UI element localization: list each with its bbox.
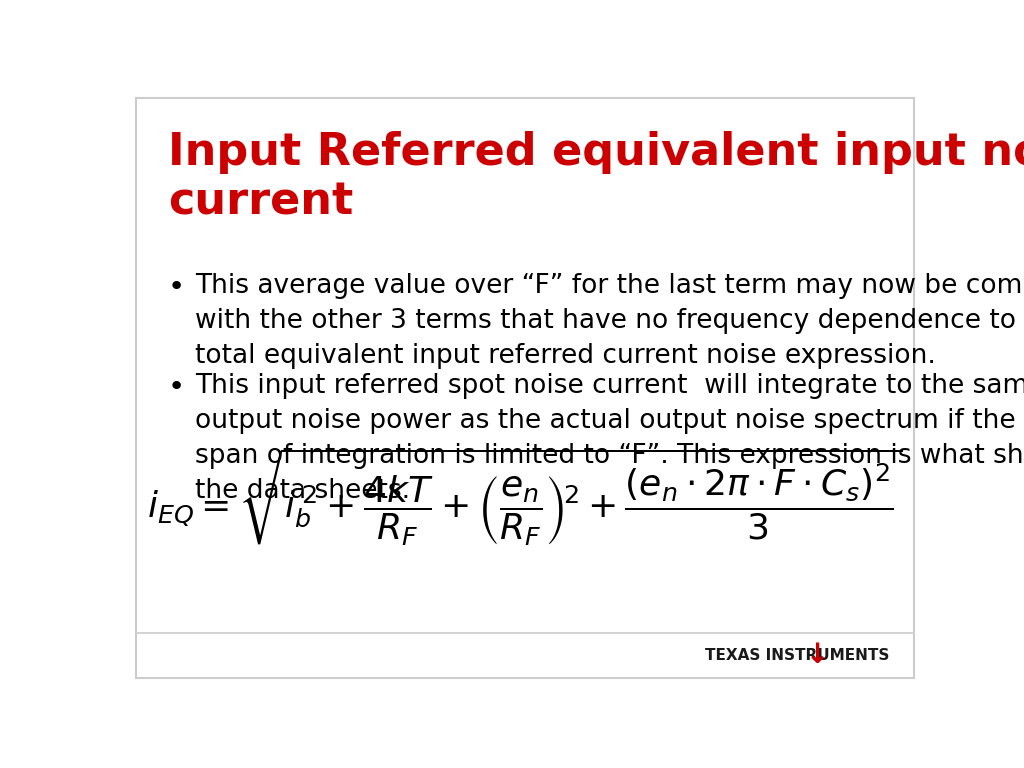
Text: TEXAS INSTRUMENTS: TEXAS INSTRUMENTS [706,647,890,663]
Text: •: • [168,273,185,300]
FancyBboxPatch shape [136,98,913,677]
Text: Input Referred equivalent input noise
current: Input Referred equivalent input noise cu… [168,131,1024,223]
Text: ↓: ↓ [805,641,828,669]
Text: This average value over “F” for the last term may now be combined
with the other: This average value over “F” for the last… [196,273,1024,369]
Text: This input referred spot noise current  will integrate to the same total
output : This input referred spot noise current w… [196,373,1024,504]
Text: $i_{EQ} = \sqrt{i_b^{\,2} + \dfrac{4kT}{R_F} + \left(\dfrac{e_n}{R_F}\right)^{\!: $i_{EQ} = \sqrt{i_b^{\,2} + \dfrac{4kT}{… [147,446,902,548]
Text: •: • [168,373,185,401]
